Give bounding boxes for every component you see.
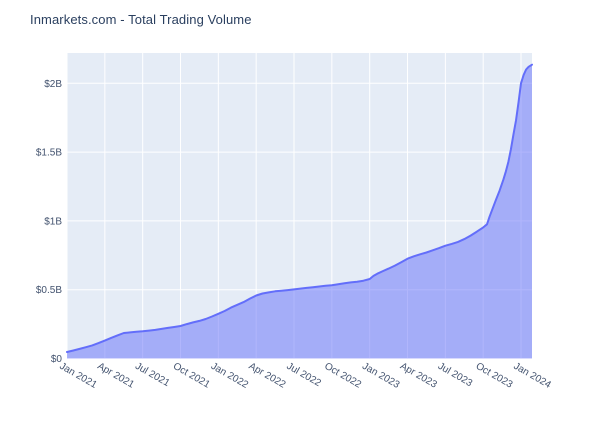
x-tick-label: Jan 2024 (512, 361, 554, 391)
x-tick-label: Jan 2022 (209, 361, 251, 391)
y-tick-label: $1.5B (36, 148, 62, 159)
x-tick-label: Jul 2023 (436, 361, 475, 390)
x-tick-label: Jan 2021 (58, 361, 100, 391)
x-tick-label: Apr 2023 (398, 361, 439, 391)
x-tick-label: Oct 2021 (171, 361, 212, 391)
x-tick-label: Oct 2022 (322, 361, 363, 391)
y-tick-label: $2B (44, 79, 62, 90)
y-tick-label: $1B (44, 216, 62, 227)
x-tick-label: Jan 2023 (360, 361, 402, 391)
x-tick-label: Apr 2021 (95, 361, 136, 391)
volume-line (66, 63, 533, 353)
y-tick-label: $0 (51, 354, 63, 365)
x-tick-label: Jul 2022 (285, 361, 324, 390)
x-tick-label: Apr 2022 (247, 361, 288, 391)
x-tick-label: Jul 2021 (133, 361, 172, 390)
area-fill (67, 64, 532, 359)
y-tick-label: $0.5B (36, 285, 62, 296)
chart-title: Inmarkets.com - Total Trading Volume (30, 12, 252, 27)
x-tick-label: Oct 2023 (474, 361, 515, 391)
